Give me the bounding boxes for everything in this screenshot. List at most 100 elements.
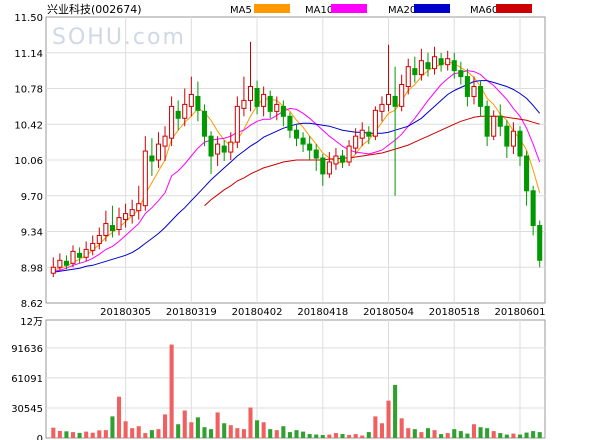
ma-line-ma20 [53, 80, 541, 273]
candle-body [471, 86, 477, 97]
candle-body [175, 110, 181, 119]
candle-body [451, 60, 457, 72]
candle-body [123, 213, 129, 221]
volume-bar [439, 434, 444, 438]
volume-bar [301, 431, 306, 438]
price-tick-label: 10.42 [14, 120, 43, 131]
date-tick-label: 20180504 [363, 307, 414, 318]
volume-bar [182, 410, 187, 438]
candle-body [221, 145, 227, 153]
volume-bar [261, 422, 266, 438]
candle-body [267, 95, 273, 112]
candle-body [458, 70, 464, 78]
candle-body [359, 129, 365, 139]
volume-bar [373, 416, 378, 438]
volume-bars [51, 344, 542, 438]
volume-bar [143, 433, 148, 438]
date-x-axis: 20180305 20180319 20180402 20180418 20180504… [100, 307, 545, 318]
candle-body [412, 68, 418, 76]
volume-bar [327, 434, 332, 438]
volume-bar [84, 431, 89, 438]
volume-bar [524, 432, 529, 438]
volume-bar [347, 435, 352, 438]
volume-bar [103, 430, 108, 438]
candle-body [530, 190, 536, 227]
date-tick-label: 20180402 [232, 307, 283, 318]
volume-bar [222, 423, 227, 438]
legend-swatch-ma60 [496, 4, 532, 13]
volume-bar [425, 428, 431, 438]
candle-body [70, 250, 76, 264]
candle-body [215, 143, 221, 155]
candle-body [129, 209, 135, 217]
candle-body [274, 103, 280, 112]
volume-bar [156, 429, 161, 438]
candle-body [90, 242, 96, 251]
volume-tick-label: 61091 [11, 374, 43, 385]
volume-bar [268, 429, 273, 438]
price-tick-label: 10.06 [14, 156, 43, 167]
volume-tick-label: 0 [37, 434, 43, 440]
candle-body [491, 115, 497, 137]
volume-bar [412, 429, 417, 438]
legend-swatch-ma10 [331, 4, 367, 13]
ma-line-ma60 [204, 115, 540, 207]
candle-body [254, 88, 260, 107]
candle-body [307, 143, 313, 151]
candle-body [339, 155, 346, 163]
watermark: SOHU.com [52, 25, 186, 50]
volume-bar [504, 434, 509, 438]
candle-body [109, 225, 115, 232]
candle-body [50, 266, 56, 274]
volume-bar [110, 416, 115, 438]
volume-bar [445, 433, 450, 438]
candle-body [524, 155, 530, 192]
volume-bar [248, 407, 253, 438]
volume-bar [340, 434, 345, 438]
candle-body [208, 135, 214, 157]
volume-bar [465, 433, 470, 438]
volume-bar [294, 430, 299, 438]
volume-bar [77, 432, 82, 438]
candle-body [313, 149, 319, 159]
ma-line-ma10 [53, 70, 541, 272]
candle-body [517, 130, 523, 157]
candle-body [280, 105, 286, 117]
volume-bar [379, 423, 384, 438]
legend: MA5 MA10 MA20 MA60 [230, 4, 532, 16]
candle-body [162, 135, 168, 147]
volume-bar [116, 396, 122, 438]
candle-body [320, 157, 326, 175]
volume-bar [419, 432, 424, 438]
volume-bar [517, 434, 523, 438]
volume-bar [393, 384, 398, 438]
candle-body [484, 105, 490, 137]
candle-body [195, 95, 201, 111]
legend-label-ma10: MA10 [305, 5, 333, 16]
legend-label-ma20: MA20 [388, 5, 416, 16]
volume-bar [215, 412, 220, 438]
volume-bar [498, 433, 503, 438]
volume-bar [241, 429, 246, 438]
chart-title: 兴业科技(002674) [47, 2, 142, 16]
price-tick-label: 11.50 [14, 13, 43, 24]
volume-bar [64, 431, 69, 438]
volume-bar [274, 430, 279, 438]
candle-body [83, 248, 89, 258]
volume-bar [307, 434, 312, 438]
volume-bar [458, 431, 463, 438]
volume-bar [478, 427, 483, 438]
candle-body [392, 95, 398, 107]
volume-bar [537, 432, 542, 438]
candle-body [432, 56, 438, 70]
volume-grid [46, 320, 545, 438]
candle-body [228, 141, 234, 153]
price-tick-label: 9.34 [21, 228, 43, 239]
volume-bar [255, 420, 260, 438]
candle-body [425, 62, 431, 70]
candle-body [300, 137, 306, 145]
price-tick-label: 8.62 [21, 299, 43, 310]
volume-bar [209, 429, 214, 438]
volume-tick-label: 30545 [11, 404, 43, 415]
candle-body [372, 109, 378, 137]
